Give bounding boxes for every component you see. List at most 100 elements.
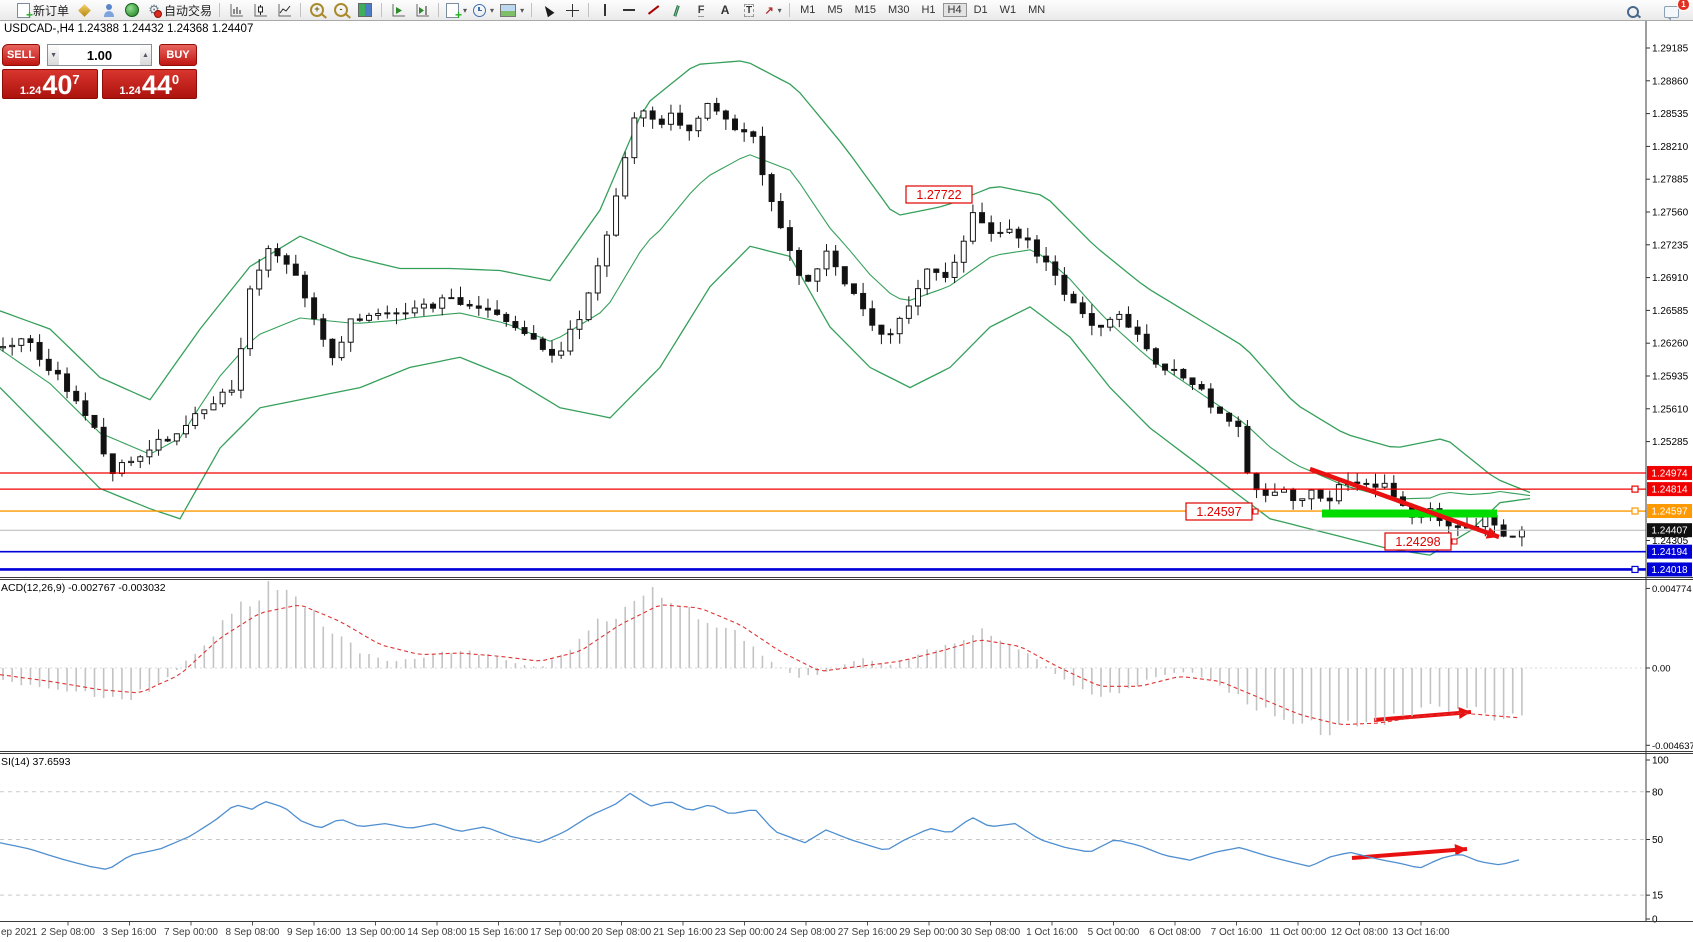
svg-text:0.00: 0.00: [1652, 664, 1671, 675]
trendline-icon: [647, 5, 659, 15]
svg-text:8 Sep 08:00: 8 Sep 08:00: [226, 927, 280, 938]
price-axis[interactable]: [1646, 21, 1693, 922]
globe-icon: [125, 3, 140, 17]
chevron-down-icon: ▾: [490, 5, 495, 15]
volume-input[interactable]: [59, 45, 140, 65]
candlestick-chart-button[interactable]: [248, 1, 272, 19]
svg-text:1.28210: 1.28210: [1652, 142, 1689, 153]
chart-title: USDCAD-,H4 1.24388 1.24432 1.24368 1.244…: [4, 23, 254, 35]
svg-text:1.24597: 1.24597: [1651, 507, 1688, 518]
tile-windows-button[interactable]: [353, 1, 377, 19]
periods-button[interactable]: ▾: [470, 1, 497, 19]
toolbar-separator: [789, 3, 791, 17]
svg-text:23 Sep 00:00: 23 Sep 00:00: [715, 927, 775, 938]
annotation-1.24597[interactable]: [1185, 502, 1259, 521]
search-button[interactable]: [1621, 3, 1645, 21]
axis-label-1.24194: [1647, 544, 1692, 559]
rsi-pane: [0, 791, 1646, 896]
timeframe-MN[interactable]: MN: [1028, 4, 1046, 16]
community-button[interactable]: [96, 1, 120, 19]
buy-button[interactable]: BUY: [159, 44, 197, 66]
timeframe-H1[interactable]: H1: [921, 4, 936, 16]
arrows-tool-button[interactable]: ↗ ▾: [761, 1, 785, 19]
news-button[interactable]: [120, 1, 144, 19]
channel-tool-button[interactable]: ∥: [665, 1, 689, 19]
support-band[interactable]: [1322, 509, 1497, 518]
timeframe-W1[interactable]: W1: [999, 4, 1017, 16]
zoom-out-button[interactable]: -: [329, 1, 353, 19]
svg-text:13 Oct 16:00: 13 Oct 16:00: [1392, 927, 1450, 938]
svg-text:5 Oct 00:00: 5 Oct 00:00: [1088, 927, 1140, 938]
toolbar-separator: [588, 3, 590, 17]
volume-control: ▼ ▲: [47, 44, 152, 66]
line-chart-button[interactable]: [272, 1, 296, 19]
sell-button[interactable]: SELL: [2, 44, 40, 66]
timeframe-M1[interactable]: M1: [800, 4, 816, 16]
fibonacci-icon: F: [697, 3, 705, 17]
annotation-1.27722[interactable]: [905, 185, 973, 204]
timeframe-D1[interactable]: D1: [973, 4, 988, 16]
zoom-in-icon: +: [310, 3, 325, 17]
notification-badge: 1: [1677, 0, 1690, 11]
new-order-icon: [17, 2, 33, 22]
svg-text:1.24407: 1.24407: [1651, 526, 1688, 537]
volume-increase-button[interactable]: ▲: [139, 45, 152, 65]
svg-text:1.25935: 1.25935: [1652, 371, 1689, 382]
text-tool-button[interactable]: A: [713, 1, 737, 19]
svg-text:1.26260: 1.26260: [1652, 339, 1689, 350]
crosshair-tool-button[interactable]: [560, 1, 584, 19]
zoom-in-button[interactable]: +: [305, 1, 329, 19]
cursor-tool-button[interactable]: [536, 1, 560, 19]
toolbar-separator: [438, 3, 440, 17]
indicators-button[interactable]: ▾: [443, 1, 470, 22]
sell-price-prefix: 1.24: [19, 85, 42, 97]
zoom-out-icon: -: [334, 3, 349, 17]
autotrading-icon: ⚙: [148, 2, 163, 18]
svg-text:1 Oct 16:00: 1 Oct 16:00: [1026, 927, 1078, 938]
time-axis[interactable]: [0, 922, 1646, 942]
horizontal-line-tool-button[interactable]: [617, 1, 641, 19]
axis-label-1.24597: [1647, 504, 1692, 519]
annotation-1.24298[interactable]: [1384, 532, 1458, 551]
timeframe-M5[interactable]: M5: [827, 4, 843, 16]
rsi-arrow[interactable]: [1351, 844, 1468, 860]
svg-text:1.26910: 1.26910: [1652, 273, 1689, 284]
svg-text:1.24018: 1.24018: [1651, 565, 1688, 576]
bar-chart-button[interactable]: [224, 1, 248, 19]
axis-label-1.24407: [1647, 523, 1692, 538]
notifications-button[interactable]: 1: [1659, 0, 1690, 21]
svg-text:0.004774: 0.004774: [1652, 584, 1692, 595]
autotrading-button[interactable]: ⚙ 自动交易: [144, 1, 215, 19]
chart-shift-button[interactable]: [410, 1, 434, 19]
macd-pane: [0, 581, 1646, 736]
market-watch-button[interactable]: [72, 1, 96, 19]
svg-text:12 Oct 08:00: 12 Oct 08:00: [1331, 927, 1389, 938]
trendline-tool-button[interactable]: [641, 1, 665, 19]
new-order-button[interactable]: 新订单: [14, 1, 72, 22]
svg-text:21 Sep 16:00: 21 Sep 16:00: [653, 927, 713, 938]
svg-text:1.29185: 1.29185: [1652, 44, 1689, 55]
timeframe-M15[interactable]: M15: [854, 4, 877, 16]
downtrend-arrow[interactable]: [1309, 466, 1500, 540]
svg-text:7 Sep 00:00: 7 Sep 00:00: [164, 927, 218, 938]
svg-text:100: 100: [1652, 756, 1669, 767]
auto-scroll-button[interactable]: [386, 1, 410, 19]
vertical-line-tool-button[interactable]: [593, 1, 617, 19]
main-toolbar: 新订单 ⚙ 自动交易 + - ▾ ▾ ▾: [0, 0, 1693, 22]
axis-label-1.24018: [1647, 562, 1692, 577]
horizontal-line-icon: [623, 9, 636, 11]
hline-1.24018[interactable]: [0, 565, 1646, 574]
sell-price[interactable]: 1.24 40 7: [2, 69, 98, 99]
volume-decrease-button[interactable]: ▼: [48, 45, 60, 65]
svg-text:80: 80: [1652, 787, 1664, 798]
templates-button[interactable]: ▾: [497, 1, 527, 19]
timeframe-M30[interactable]: M30: [888, 4, 910, 16]
fibonacci-tool-button[interactable]: F: [689, 1, 713, 19]
sell-price-sup: 7: [72, 72, 80, 87]
text-label-tool-button[interactable]: T: [737, 1, 761, 19]
svg-text:30 Sep 08:00: 30 Sep 08:00: [961, 927, 1021, 938]
svg-text:20 Sep 08:00: 20 Sep 08:00: [592, 927, 652, 938]
svg-text:1.28860: 1.28860: [1652, 76, 1689, 87]
timeframe-H4[interactable]: H4: [942, 3, 967, 17]
buy-price[interactable]: 1.24 44 0: [101, 69, 197, 99]
